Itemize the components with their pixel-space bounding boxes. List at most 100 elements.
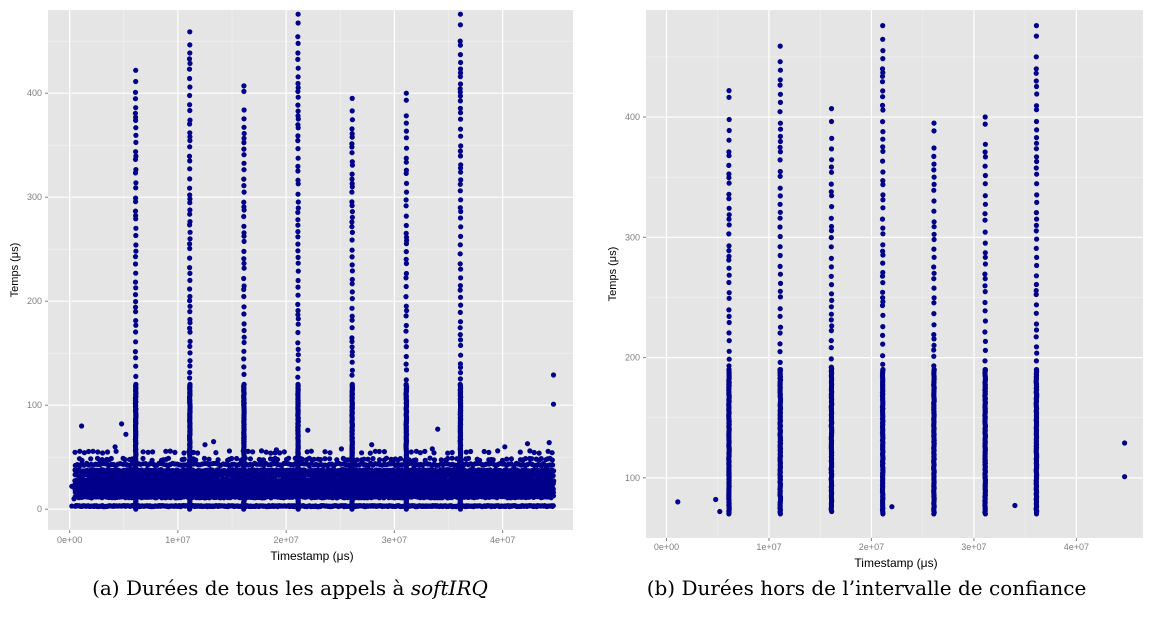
data-point xyxy=(150,458,155,463)
data-point xyxy=(296,269,301,274)
data-point xyxy=(234,456,239,461)
data-point xyxy=(241,116,246,121)
data-point xyxy=(295,138,300,143)
data-point xyxy=(241,294,246,299)
data-point xyxy=(550,450,555,455)
data-point xyxy=(241,200,246,205)
data-point xyxy=(384,456,389,461)
data-point xyxy=(296,255,301,260)
data-point xyxy=(450,450,455,455)
data-point xyxy=(187,265,192,270)
data-point xyxy=(241,349,246,354)
data-point xyxy=(296,261,301,266)
data-point xyxy=(133,167,138,172)
data-point xyxy=(187,358,192,363)
figure-svg: 0e+00 1e+07 2e+07 3e+07 4e+070100200300400Ti… xyxy=(0,0,1153,575)
data-point xyxy=(187,192,192,197)
data-point xyxy=(295,229,300,234)
data-point xyxy=(187,102,192,107)
data-point xyxy=(241,83,246,88)
data-point xyxy=(241,256,246,261)
data-point xyxy=(187,130,192,135)
y-tick-label: 0 xyxy=(37,504,42,514)
data-point xyxy=(318,457,323,462)
data-point xyxy=(133,242,138,247)
data-point xyxy=(187,363,192,368)
data-point xyxy=(133,96,138,101)
data-point xyxy=(187,326,192,331)
data-point xyxy=(241,372,246,377)
data-point xyxy=(242,107,247,112)
data-point xyxy=(133,318,138,323)
data-point xyxy=(187,166,192,171)
data-point xyxy=(296,322,301,327)
data-point xyxy=(539,456,544,461)
data-point xyxy=(551,503,556,508)
data-point xyxy=(187,317,192,322)
data-point xyxy=(187,93,192,98)
data-point xyxy=(491,457,496,462)
data-point xyxy=(295,366,300,371)
data-point xyxy=(296,12,301,17)
data-point xyxy=(166,456,171,461)
data-point xyxy=(133,355,138,360)
data-point xyxy=(133,382,138,387)
data-point xyxy=(187,241,192,246)
data-point xyxy=(187,108,192,113)
data-point xyxy=(187,294,192,299)
data-point xyxy=(187,304,192,309)
data-point xyxy=(133,323,138,328)
data-point xyxy=(242,340,247,345)
data-point xyxy=(241,261,246,266)
data-point xyxy=(187,207,192,212)
data-point xyxy=(370,456,375,461)
data-point xyxy=(409,449,414,454)
y-tick-label: 400 xyxy=(27,88,42,98)
data-point xyxy=(551,478,556,483)
data-point xyxy=(77,449,82,454)
data-point xyxy=(423,458,428,463)
data-point xyxy=(187,278,192,283)
data-point xyxy=(550,462,555,467)
data-point xyxy=(229,456,234,461)
data-point xyxy=(296,199,301,204)
y-axis-label: Temps (μs) xyxy=(9,243,21,298)
data-point xyxy=(195,450,200,455)
data-point xyxy=(355,457,360,462)
data-point xyxy=(133,280,138,285)
data-point xyxy=(187,56,192,61)
data-point xyxy=(322,456,327,461)
data-point xyxy=(241,136,246,141)
data-point xyxy=(295,217,300,222)
data-point xyxy=(241,356,246,361)
data-point xyxy=(133,185,138,190)
data-point xyxy=(72,450,77,455)
data-point xyxy=(295,146,300,151)
data-point xyxy=(187,42,192,47)
data-point xyxy=(188,230,193,235)
data-point xyxy=(187,246,192,251)
data-point xyxy=(133,180,138,185)
data-point xyxy=(100,450,105,455)
data-point xyxy=(241,230,246,235)
data-point xyxy=(241,152,246,157)
data-point xyxy=(133,292,138,297)
data-point xyxy=(477,458,482,463)
data-point xyxy=(242,266,247,271)
data-point xyxy=(187,219,192,224)
data-point xyxy=(133,364,138,369)
y-tick-label: 200 xyxy=(27,296,42,306)
data-point xyxy=(450,456,455,461)
data-point xyxy=(216,457,221,462)
x-tick-label: 1e+07 xyxy=(165,535,190,545)
data-point xyxy=(334,457,339,462)
y-tick-label: 300 xyxy=(27,192,42,202)
data-point xyxy=(187,76,192,81)
data-point xyxy=(114,449,119,454)
data-point xyxy=(250,449,255,454)
x-axis-label: Timestamp (μs) xyxy=(270,549,353,563)
data-point xyxy=(187,370,192,375)
data-point xyxy=(242,190,247,195)
data-point xyxy=(295,133,300,138)
data-point xyxy=(242,382,247,387)
